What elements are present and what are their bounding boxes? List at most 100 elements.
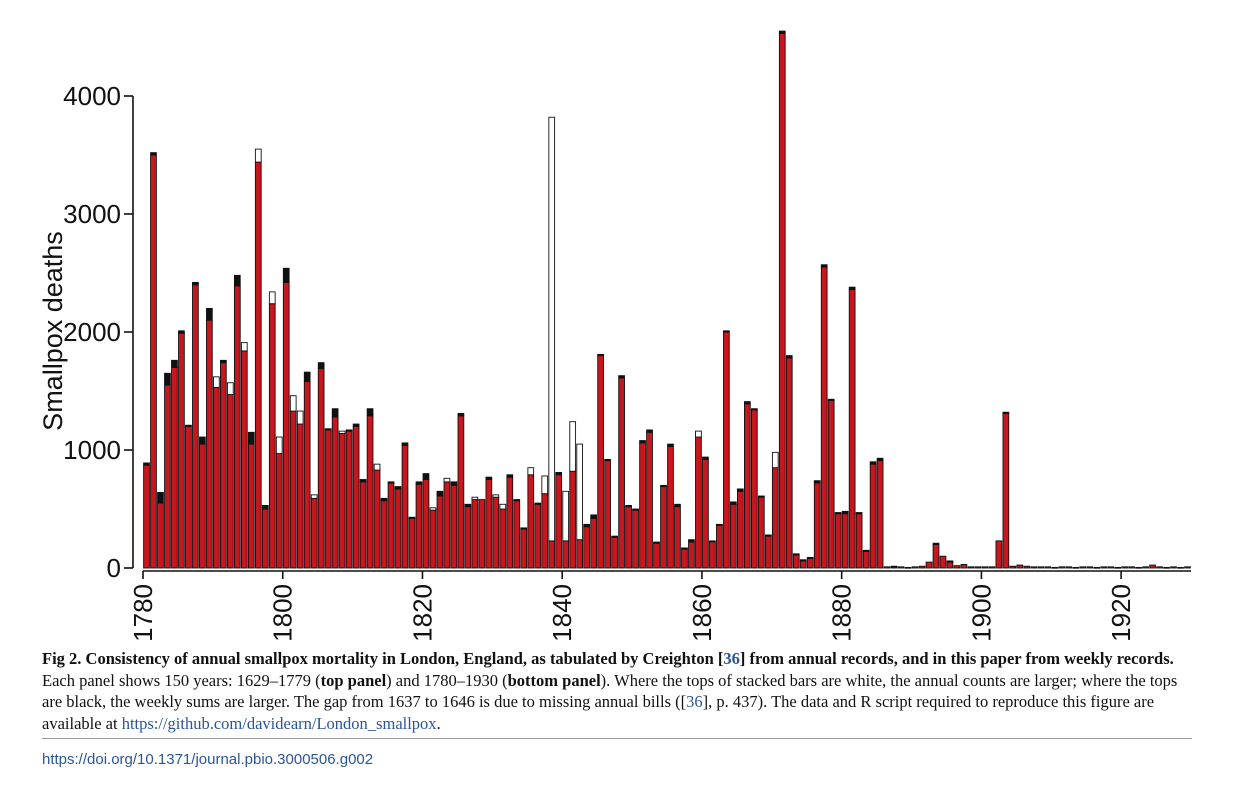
bar-1910 — [1051, 566, 1059, 569]
bar-base-1866 — [744, 403, 751, 569]
bar-base-1807 — [331, 416, 339, 569]
caption-ref-link[interactable]: 36 — [723, 649, 740, 668]
bar-1801 — [289, 395, 297, 569]
bar-base-1795 — [247, 443, 255, 569]
bar-base-1839 — [555, 474, 563, 569]
bar-top-1827 — [471, 496, 479, 501]
bar-top-1832 — [506, 474, 514, 478]
bar-base-1858 — [688, 541, 695, 569]
bar-1929 — [1184, 566, 1191, 569]
bar-base-1878 — [827, 399, 835, 569]
bar-top-1861 — [709, 540, 716, 543]
bar-base-1816 — [394, 488, 402, 569]
bar-top-1840 — [562, 490, 570, 542]
bar-base-1886 — [883, 566, 891, 569]
doi-link[interactable]: https://doi.org/10.1371/journal.pbio.300… — [42, 751, 374, 768]
bar-base-1908 — [1037, 566, 1045, 569]
bar-top-1824 — [450, 481, 458, 486]
bar-base-1823 — [443, 481, 451, 569]
bar-1873 — [792, 553, 800, 569]
bar-top-1858 — [688, 539, 695, 543]
bar-top-1834 — [520, 527, 528, 530]
bar-top-1878 — [827, 398, 835, 401]
bar-base-1809 — [345, 430, 353, 569]
bar-top-1839 — [555, 471, 563, 476]
caption-github-link[interactable]: https://github.com/davidearn/London_smal… — [121, 713, 437, 733]
bar-base-1856 — [674, 506, 681, 569]
bar-top-1781 — [150, 152, 157, 156]
bar-base-1784 — [171, 366, 178, 569]
bar-base-1909 — [1044, 566, 1052, 569]
bar-1796 — [254, 148, 262, 569]
bar-1909 — [1044, 566, 1052, 569]
bar-base-1899 — [974, 566, 982, 569]
bar-base-1928 — [1177, 566, 1184, 569]
bar-top-1830 — [492, 494, 500, 498]
bar-top-1812 — [366, 408, 374, 417]
bar-top-1880 — [841, 510, 849, 515]
bar-1783 — [164, 372, 171, 569]
bar-base-1844 — [590, 517, 597, 569]
bar-1799 — [275, 436, 283, 569]
bar-1912 — [1065, 566, 1073, 569]
bar-1926 — [1163, 566, 1170, 569]
bar-base-1831 — [499, 508, 507, 569]
bar-top-1817 — [401, 442, 409, 446]
bar-1780 — [143, 462, 150, 569]
bar-top-1903 — [1002, 411, 1010, 414]
axes-group: 0 1000 2000 3000 4000 1780 1800 1820 1840 1860 188… — [63, 81, 1191, 640]
bar-1789 — [206, 307, 213, 569]
bar-1911 — [1058, 566, 1066, 569]
bar-1918 — [1107, 566, 1114, 569]
bar-1861 — [709, 540, 716, 569]
bar-top-1857 — [681, 547, 688, 550]
bar-top-1808 — [338, 430, 346, 434]
bar-base-1924 — [1149, 564, 1156, 569]
bar-base-1800 — [282, 281, 290, 569]
bar-1862 — [716, 523, 723, 569]
bar-top-1874 — [799, 559, 807, 562]
y-tick-label-3000: 3000 — [63, 199, 121, 229]
bar-1915 — [1086, 566, 1094, 569]
bar-base-1843 — [583, 526, 590, 569]
bar-base-1892 — [925, 561, 933, 569]
bar-1871 — [778, 30, 786, 569]
bar-1843 — [583, 523, 590, 569]
bar-1832 — [506, 474, 514, 569]
bar-top-1797 — [261, 505, 269, 510]
bar-1784 — [171, 359, 178, 569]
bar-1881 — [848, 286, 856, 569]
bar-1833 — [513, 499, 521, 569]
bar-1822 — [436, 490, 444, 569]
bar-1853 — [653, 541, 660, 569]
bar-top-1794 — [240, 342, 248, 352]
figure-caption: Fig 2. Consistency of annual smallpox mo… — [42, 648, 1192, 734]
bar-base-1865 — [737, 490, 744, 569]
caption-top-panel: top panel — [320, 670, 387, 690]
bar-1924 — [1149, 564, 1156, 569]
bar-base-1860 — [702, 458, 709, 569]
bar-top-1802 — [296, 410, 304, 425]
bar-top-1877 — [820, 264, 828, 268]
x-tick-label-1880: 1880 — [827, 584, 857, 640]
bar-base-1882 — [855, 513, 863, 569]
x-tick-label-1820: 1820 — [407, 584, 437, 640]
bar-1895 — [946, 560, 954, 569]
bar-1906 — [1023, 565, 1031, 569]
bar-base-1904 — [1009, 565, 1017, 569]
bar-base-1848 — [618, 377, 625, 569]
bar-base-1801 — [289, 410, 297, 569]
bar-1859 — [695, 430, 702, 569]
bar-base-1786 — [185, 425, 192, 569]
bar-base-1906 — [1023, 565, 1031, 569]
bar-base-1868 — [757, 496, 765, 569]
bar-base-1826 — [464, 506, 472, 569]
bar-base-1785 — [178, 332, 185, 569]
x-tick-label-1860: 1860 — [687, 584, 717, 640]
bar-base-1869 — [764, 535, 772, 569]
bar-1860 — [702, 456, 709, 569]
caption-bottom-panel: bottom panel — [507, 670, 601, 690]
bar-1883 — [862, 549, 870, 569]
bar-1898 — [967, 566, 975, 569]
caption-ref-link-2[interactable]: 36 — [686, 692, 703, 711]
